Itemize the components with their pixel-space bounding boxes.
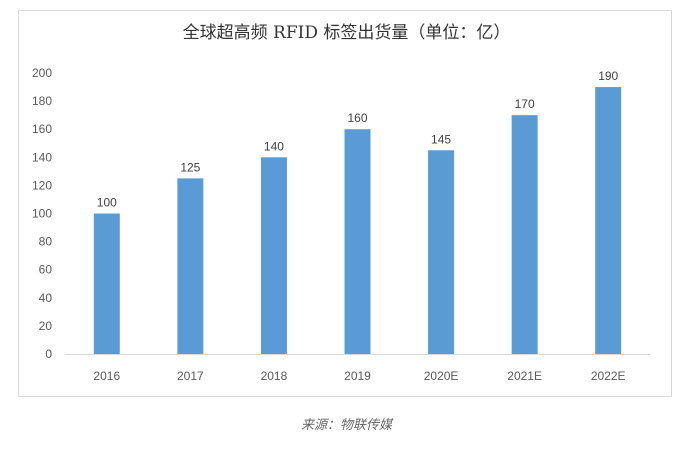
y-tick-label: 0: [45, 347, 52, 361]
source-note: 来源：物联传媒: [300, 418, 392, 433]
data-label: 170: [515, 97, 535, 111]
y-tick-label: 140: [32, 150, 52, 164]
y-tick-label: 160: [32, 122, 52, 136]
y-tick-label: 40: [39, 291, 53, 305]
y-tick-label: 180: [32, 94, 52, 108]
data-label: 125: [180, 160, 200, 174]
bar: [428, 150, 455, 354]
bar: [177, 178, 204, 354]
x-tick-label: 2022E: [591, 369, 626, 383]
x-tick-label: 2021E: [507, 369, 542, 383]
bar: [344, 129, 371, 354]
data-label: 100: [97, 196, 117, 210]
data-label: 160: [347, 111, 367, 125]
x-tick-label: 2019: [344, 369, 371, 383]
bar: [93, 213, 120, 354]
x-tick-label: 2017: [177, 369, 204, 383]
x-tick-label: 2018: [261, 369, 288, 383]
y-tick-label: 100: [32, 207, 52, 221]
bar: [511, 115, 538, 355]
data-label: 190: [598, 69, 618, 83]
data-label: 145: [431, 132, 451, 146]
y-tick-label: 20: [39, 319, 53, 333]
y-tick-label: 120: [32, 178, 52, 192]
bar: [260, 157, 287, 354]
x-tick-label: 2016: [93, 369, 120, 383]
x-tick-label: 2020E: [424, 369, 459, 383]
y-tick-label: 200: [32, 66, 52, 80]
bar: [595, 87, 622, 355]
chart-title: 全球超高频 RFID 标签出货量（单位：亿）: [182, 23, 511, 43]
data-label: 140: [264, 139, 284, 153]
y-tick-label: 60: [39, 263, 53, 277]
y-tick-label: 80: [39, 235, 53, 249]
